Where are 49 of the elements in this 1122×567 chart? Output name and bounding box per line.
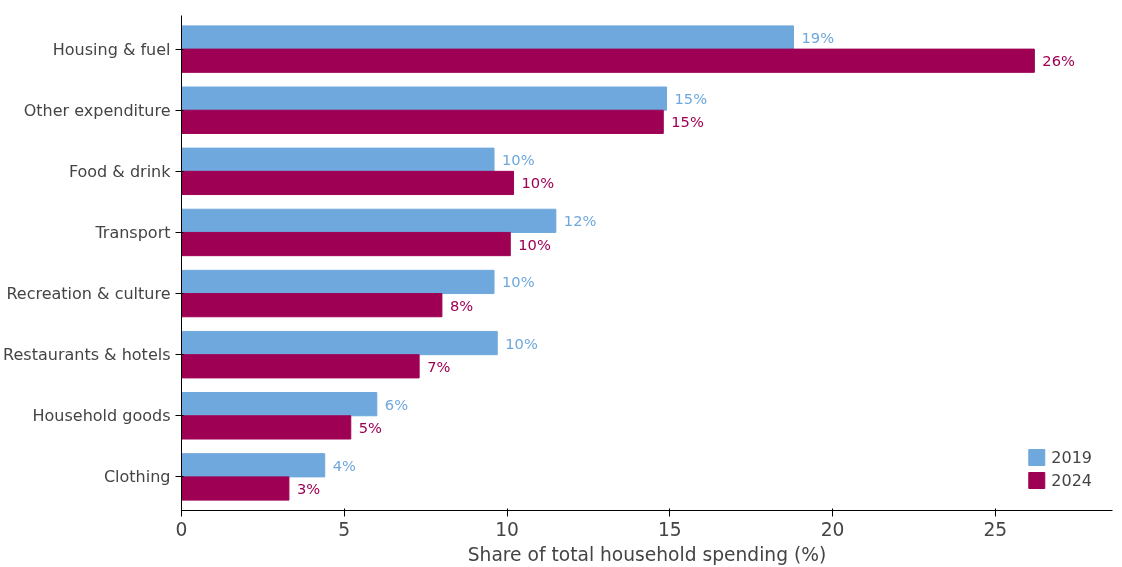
legend-label: 2024 <box>1051 470 1092 490</box>
y-tick-label: Housing & fuel <box>52 39 171 59</box>
y-tick-label: Household goods <box>32 406 171 426</box>
x-tick-label: 0 <box>175 518 188 540</box>
legend-label: 2019 <box>1051 447 1092 467</box>
bar <box>181 86 668 111</box>
bar <box>181 293 443 318</box>
x-tick-label: 5 <box>338 518 351 540</box>
x-tick-label: 25 <box>983 518 1008 540</box>
bar <box>181 109 664 134</box>
data-label: 15% <box>671 113 704 131</box>
bar <box>181 231 511 257</box>
bar <box>181 453 326 478</box>
data-label: 3% <box>296 480 321 497</box>
bar <box>181 476 290 501</box>
data-label: 26% <box>1042 52 1076 70</box>
y-tick-label: Clothing <box>103 467 171 487</box>
y-tick-label: Other expenditure <box>23 100 171 120</box>
bar <box>181 48 1035 73</box>
x-tick-label: 15 <box>657 518 682 540</box>
data-label: 10% <box>502 151 535 169</box>
bar <box>181 170 515 196</box>
data-label: 5% <box>358 418 383 436</box>
bar <box>181 208 557 233</box>
bar <box>181 392 378 417</box>
bar <box>181 415 352 440</box>
y-tick-label: Recreation & culture <box>6 284 171 304</box>
data-label: 12% <box>563 212 597 230</box>
data-label: 10% <box>521 174 555 192</box>
bar <box>181 147 495 172</box>
data-label: 6% <box>384 395 409 413</box>
data-label: 8% <box>449 296 474 314</box>
x-tick-label: 10 <box>495 518 519 540</box>
data-label: 10% <box>505 334 538 352</box>
y-tick-label: Restaurants & hotels <box>3 345 171 365</box>
data-label: 19% <box>801 29 835 46</box>
data-label: 10% <box>502 273 535 291</box>
data-label: 7% <box>427 357 451 375</box>
x-tick-label: 20 <box>820 518 845 540</box>
y-tick-label: Transport <box>94 222 171 242</box>
data-label: 15% <box>674 90 708 108</box>
y-tick-label: Food & drink <box>68 161 172 181</box>
data-label: 4% <box>332 456 357 474</box>
bar <box>181 354 420 379</box>
x-axis-title: Share of total household spending (%) <box>467 543 827 565</box>
data-label: 10% <box>518 235 551 253</box>
bar <box>181 25 794 50</box>
bar <box>181 269 495 295</box>
bar <box>181 330 498 356</box>
